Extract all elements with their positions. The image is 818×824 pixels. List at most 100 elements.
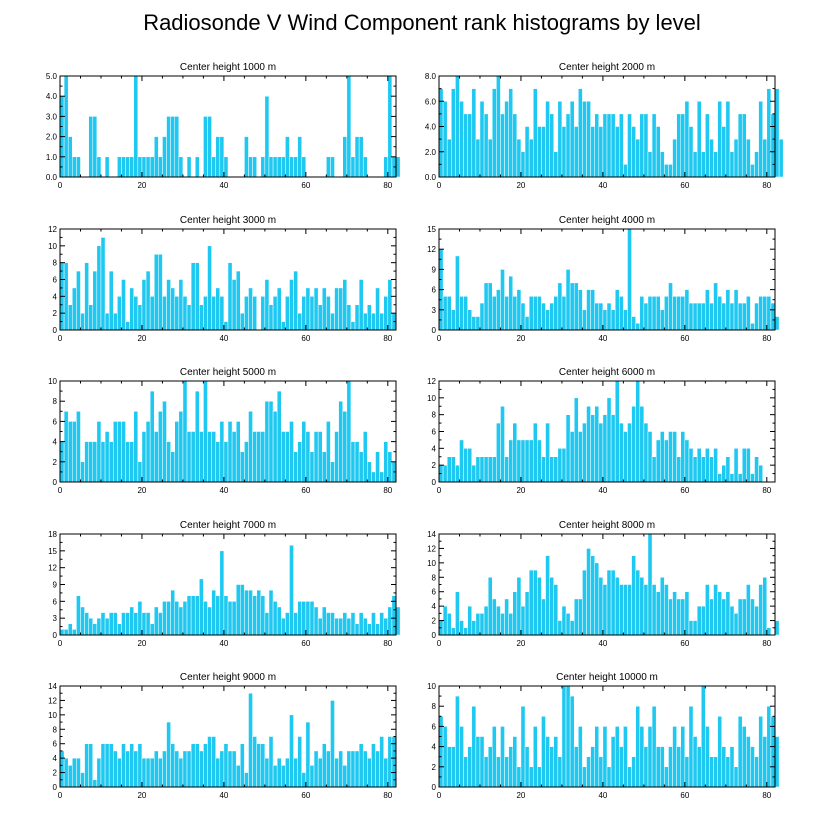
histogram-bar	[260, 743, 266, 788]
histogram-bar	[700, 151, 706, 178]
histogram-bar	[297, 136, 303, 178]
y-tick-label: 0	[432, 631, 437, 640]
histogram-bar	[467, 113, 473, 178]
histogram-bar	[565, 414, 571, 483]
histogram-bar	[162, 750, 167, 788]
histogram-bar	[602, 726, 608, 788]
histogram-bar	[713, 756, 718, 788]
x-tick-label: 60	[680, 791, 689, 800]
histogram-bar	[578, 431, 583, 483]
chart-panel: Center height 6000 m 0 20 40 60 80 0 2 4 6 8 10 12	[427, 367, 776, 495]
histogram-bar	[532, 569, 538, 636]
histogram-bar	[178, 411, 184, 483]
histogram-bar	[442, 464, 448, 483]
histogram-bar	[623, 309, 628, 331]
histogram-bar	[471, 88, 477, 178]
histogram-bar	[520, 151, 526, 178]
histogram-bar	[113, 750, 118, 788]
histogram-bar	[281, 765, 286, 788]
histogram-bar	[664, 439, 669, 483]
histogram-bar	[487, 282, 493, 331]
histogram-bar	[362, 617, 368, 636]
histogram-bar	[627, 584, 632, 636]
histogram-bar	[754, 151, 759, 178]
histogram-bar	[141, 757, 147, 788]
histogram-bar	[158, 612, 163, 636]
y-tick-label: 8	[53, 725, 58, 734]
histogram-bar	[463, 627, 468, 636]
histogram-bar	[317, 757, 323, 788]
histogram-bar	[594, 406, 600, 483]
histogram-bar	[342, 136, 348, 178]
histogram-bar	[590, 555, 595, 636]
histogram-bar	[725, 756, 731, 788]
histogram-bar	[231, 279, 237, 331]
histogram-bar	[631, 406, 636, 483]
histogram-bar	[541, 716, 546, 788]
histogram-bar	[88, 743, 94, 788]
histogram-bar	[569, 431, 575, 483]
panel-title: Center height 9000 m	[180, 672, 276, 683]
histogram-bar	[313, 287, 319, 331]
y-tick-label: 6	[53, 276, 58, 285]
histogram-bar	[162, 136, 167, 178]
y-tick-label: 6	[53, 740, 58, 749]
histogram-bar	[623, 726, 628, 788]
histogram-bar	[557, 620, 563, 636]
histogram-bar	[705, 289, 710, 331]
histogram-bar	[586, 289, 591, 331]
histogram-bar	[67, 765, 73, 788]
histogram-bar	[684, 101, 690, 178]
histogram-bar	[309, 451, 315, 483]
histogram-bar	[334, 287, 339, 331]
histogram-bar	[354, 441, 360, 483]
histogram-bar	[285, 136, 290, 178]
histogram-bar	[737, 716, 743, 788]
histogram-bar	[113, 612, 118, 636]
histogram-bar	[446, 296, 452, 331]
histogram-bar	[668, 431, 673, 483]
y-tick-label: 10	[427, 559, 436, 568]
histogram-bar	[750, 598, 755, 636]
histogram-bar	[129, 156, 135, 178]
histogram-bar	[244, 296, 249, 331]
histogram-bar	[528, 569, 534, 636]
histogram-bar	[137, 304, 143, 331]
histogram-bar	[313, 750, 319, 788]
histogram-bar	[774, 620, 780, 636]
histogram-bar	[541, 598, 546, 636]
histogram-bar	[754, 456, 759, 483]
histogram-bar	[59, 629, 65, 636]
histogram-bar	[141, 612, 147, 636]
histogram-bar	[594, 113, 600, 178]
histogram-bar	[664, 164, 669, 178]
histogram-bar	[602, 309, 608, 331]
x-tick-label: 60	[680, 486, 689, 495]
panel-title: Center height 5000 m	[180, 367, 276, 378]
histogram-bar	[252, 156, 257, 178]
histogram-bar	[647, 726, 653, 788]
histogram-bar	[668, 282, 673, 331]
histogram-bar	[264, 757, 270, 788]
histogram-bar	[532, 88, 538, 178]
x-tick-label: 80	[383, 486, 392, 495]
histogram-bar	[117, 623, 122, 636]
histogram-bar	[438, 88, 444, 178]
histogram-bar	[442, 726, 448, 788]
histogram-bar	[455, 591, 460, 636]
histogram-bar	[178, 606, 184, 636]
histogram-bar	[660, 577, 665, 636]
histogram-bar	[741, 726, 747, 788]
x-tick-label: 20	[137, 181, 146, 190]
histogram-bar	[281, 617, 286, 636]
histogram-bar	[758, 716, 763, 788]
histogram-bar	[746, 736, 751, 788]
histogram-bar	[660, 151, 665, 178]
histogram-bar	[639, 726, 645, 788]
histogram-bar	[684, 591, 690, 636]
histogram-bar	[725, 289, 731, 331]
histogram-bar	[256, 743, 262, 788]
x-tick-label: 60	[301, 791, 310, 800]
histogram-bar	[672, 726, 677, 788]
histogram-bar	[215, 595, 221, 636]
